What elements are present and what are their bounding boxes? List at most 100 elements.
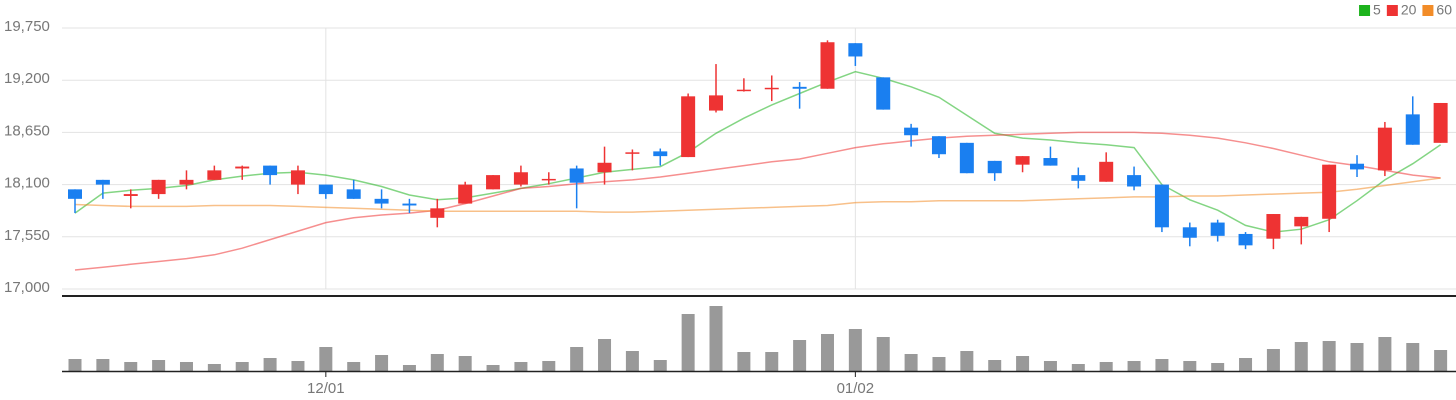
candle-body <box>486 175 501 190</box>
volume-bar <box>1211 363 1225 371</box>
candle-body <box>179 179 194 185</box>
candle-body <box>374 198 389 204</box>
volume-bar <box>960 351 974 371</box>
legend-swatch <box>1359 5 1371 16</box>
volume-bar <box>1016 356 1030 371</box>
candle-body <box>1099 161 1114 182</box>
volume-bar <box>486 365 500 371</box>
volume-bar <box>1406 343 1420 371</box>
volume-bar <box>542 361 556 371</box>
volume-bar <box>598 339 612 371</box>
volume-bar <box>1127 361 1141 371</box>
legend-swatch <box>1422 5 1434 16</box>
candle-body <box>820 42 835 89</box>
volume-bar <box>514 362 528 371</box>
candle-body <box>931 136 946 155</box>
candle-body <box>235 166 250 169</box>
volume-bar <box>709 306 723 371</box>
candle-body <box>876 77 891 110</box>
candle-body <box>736 89 751 92</box>
candle-body <box>959 142 974 174</box>
ma-line <box>74 131 1441 271</box>
candle-body <box>1043 158 1058 166</box>
volume-bar <box>375 355 389 371</box>
volume-bar <box>793 340 807 371</box>
volume-bar <box>1071 364 1085 371</box>
volume-bar <box>820 334 834 371</box>
x-tick-label: 12/01 <box>307 380 345 397</box>
grid: 17,000 17,550 18,100 18,650 19,200 19,750 12/0… <box>4 18 1456 397</box>
volume-bar <box>319 347 333 371</box>
candle-body <box>346 189 361 199</box>
volume-bar <box>1350 343 1364 371</box>
volume-bar <box>263 358 277 371</box>
volume-bar <box>765 352 779 371</box>
volume-bar <box>152 360 166 371</box>
volume-bar <box>653 360 667 371</box>
y-tick-label: 19,750 <box>4 18 50 35</box>
candle-body <box>625 152 640 154</box>
candle-body <box>402 203 417 206</box>
candle-body <box>1294 216 1309 227</box>
candle-body <box>1210 222 1225 236</box>
y-tick-label: 19,200 <box>4 70 50 87</box>
volume-bar <box>570 347 584 371</box>
legend-label: 20 <box>1401 2 1417 18</box>
volume-bar <box>904 354 918 371</box>
volume-bar <box>179 362 193 371</box>
candle-body <box>848 43 863 57</box>
moving-averages <box>74 70 1442 271</box>
y-tick-label: 18,100 <box>4 175 50 192</box>
candle-body <box>1154 184 1169 228</box>
candle-body <box>569 168 584 183</box>
volume-bar <box>458 356 472 371</box>
candles <box>68 40 1448 250</box>
y-tick-label: 18,650 <box>4 122 50 139</box>
volume-bar <box>932 357 946 371</box>
candle-body <box>653 151 668 157</box>
candle-body <box>151 179 166 195</box>
volume-bar <box>430 354 444 371</box>
candle-body <box>263 165 278 176</box>
legend-swatch <box>1386 5 1398 16</box>
volume-bar <box>1266 349 1280 371</box>
volume-bar <box>737 352 751 371</box>
candle-body <box>95 179 110 185</box>
candle-body <box>1405 114 1420 145</box>
candle-body <box>1266 214 1281 239</box>
candle-body <box>1182 227 1197 238</box>
candle-body <box>1350 163 1365 170</box>
ma-line <box>74 177 1441 213</box>
volume-bar <box>402 365 416 371</box>
candle-body <box>792 86 807 89</box>
candle-body <box>458 184 473 204</box>
volume-bar <box>1183 361 1197 371</box>
volume-panel <box>68 306 1448 371</box>
candle-body <box>1071 175 1086 181</box>
candle-body <box>904 127 919 136</box>
legend-label: 5 <box>1373 2 1381 18</box>
candle-body <box>1433 102 1448 143</box>
legend-label: 60 <box>1436 2 1452 18</box>
candle-body <box>290 170 305 185</box>
legend: 60 20 5 <box>1359 2 1452 18</box>
volume-bar <box>625 351 639 371</box>
volume-bar <box>1322 341 1336 371</box>
volume-bar <box>347 362 361 371</box>
candle-body <box>709 95 724 111</box>
volume-bar <box>1378 337 1392 371</box>
candle-body <box>513 172 528 185</box>
candle-body <box>1238 233 1253 246</box>
candle-body <box>764 87 779 90</box>
volume-bar <box>1294 342 1308 371</box>
volume-bar <box>124 362 138 371</box>
candle-body <box>1322 164 1337 219</box>
volume-bar <box>876 337 890 371</box>
candle-body <box>1377 127 1392 171</box>
volume-bar <box>68 359 82 371</box>
y-tick-label: 17,550 <box>4 227 50 244</box>
candle-body <box>1127 175 1142 187</box>
candle-body <box>68 189 82 199</box>
volume-bar <box>235 362 249 371</box>
